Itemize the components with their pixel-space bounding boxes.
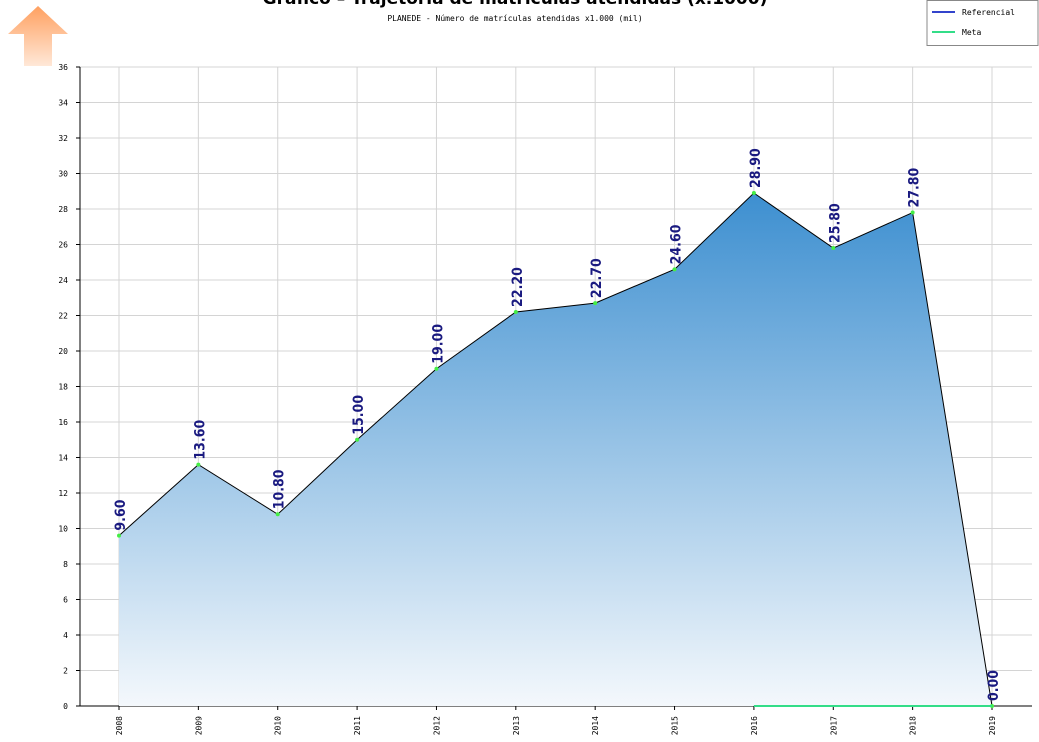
y-tick-label: 8: [63, 560, 68, 569]
value-label: 22.20: [510, 267, 526, 307]
x-tick-label: 2019: [988, 716, 997, 735]
point: [751, 191, 756, 196]
point: [593, 301, 598, 306]
point: [355, 437, 360, 442]
x-tick-label: 2015: [671, 716, 680, 735]
value-label: 9.60: [113, 499, 129, 530]
y-tick-label: 6: [63, 596, 68, 605]
point: [275, 512, 280, 517]
point: [513, 309, 518, 314]
legend-label: Meta: [962, 28, 981, 37]
x-tick-label: 2014: [591, 716, 600, 735]
y-tick-label: 10: [58, 525, 68, 534]
y-tick-label: 14: [58, 454, 68, 463]
y-tick-label: 16: [58, 418, 68, 427]
value-label: 19.00: [430, 324, 446, 364]
y-tick-label: 20: [58, 347, 68, 356]
y-tick-label: 2: [63, 667, 68, 676]
x-tick-label: 2018: [909, 716, 918, 735]
y-tick-label: 0: [63, 702, 68, 711]
x-tick-label: 2016: [750, 716, 759, 735]
line: [118, 192, 993, 707]
y-tick-label: 26: [58, 241, 68, 250]
legend: Referencial Meta: [926, 0, 1039, 46]
x-tick-label: 2008: [115, 716, 124, 735]
area: [119, 193, 992, 706]
value-label: 0.00: [986, 670, 1002, 701]
x-tick-label: 2012: [432, 716, 441, 735]
value-label: 25.80: [827, 203, 843, 243]
x-tick-label: 2013: [512, 716, 521, 735]
chart-title: Gráfico – Trajetória de matrículas atend…: [263, 0, 768, 9]
legend-box: [926, 0, 1039, 46]
y-tick-label: 30: [58, 170, 68, 179]
chart-subtitle: PLANEDE - Número de matrículas atendidas…: [387, 14, 642, 23]
x-tick-label: 2009: [194, 716, 203, 735]
point: [434, 366, 439, 371]
value-label: 22.70: [589, 258, 605, 298]
point: [672, 267, 677, 272]
value-label: 10.80: [272, 469, 288, 509]
y-tick-label: 36: [58, 63, 68, 72]
y-tick-label: 32: [58, 134, 68, 143]
y-tick-label: 12: [58, 489, 68, 498]
x-tick-label: 2011: [353, 716, 362, 735]
value-label: 24.60: [669, 224, 685, 264]
x-tick-label: 2017: [829, 716, 838, 735]
back-arrow-icon[interactable]: [8, 6, 68, 66]
value-label: 13.60: [192, 420, 208, 460]
point: [831, 246, 836, 251]
point: [196, 462, 201, 467]
y-tick-label: 24: [58, 276, 68, 285]
value-label: 28.90: [748, 148, 764, 188]
y-tick-label: 22: [58, 312, 68, 321]
point: [910, 210, 915, 215]
y-tick-label: 34: [58, 99, 68, 108]
y-tick-label: 18: [58, 383, 68, 392]
value-label: 15.00: [351, 395, 367, 435]
y-tick-label: 4: [63, 631, 68, 640]
x-tick-label: 2010: [274, 716, 283, 735]
value-label: 27.80: [907, 167, 923, 207]
point: [117, 533, 121, 538]
legend-label: Referencial: [962, 8, 1015, 17]
y-tick-label: 28: [58, 205, 68, 214]
